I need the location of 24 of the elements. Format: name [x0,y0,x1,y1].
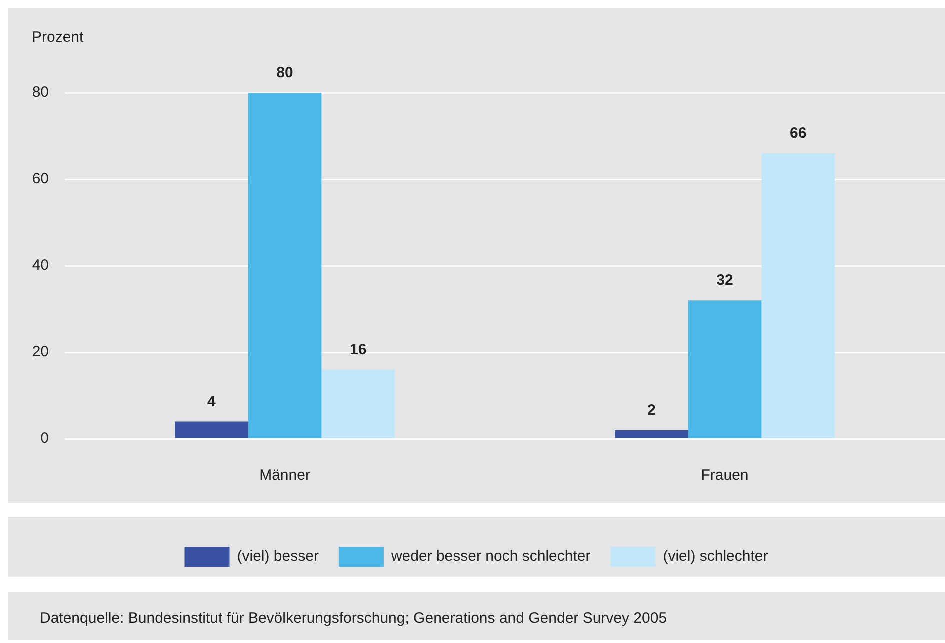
bar [175,422,248,438]
y-tick-label: 80 [32,84,49,102]
bar [762,154,835,438]
data-label: 4 [207,393,216,410]
data-label: 66 [790,125,807,142]
x-tick-label: Frauen [701,467,749,484]
y-tick-label: 60 [32,170,49,188]
y-tick-label: 0 [40,430,49,448]
data-label: 32 [716,272,734,290]
y-tick-label: 20 [32,344,49,361]
bar [322,370,395,438]
legend-label: weder besser noch schlechter [390,548,591,566]
data-label: 16 [350,341,367,358]
data-label: 80 [276,64,294,82]
x-tick-label: Männer [260,467,310,484]
y-axis-title: Prozent [32,29,85,46]
text: Datenquelle: Bundesinstitut für Bevölkerungsforschung; Generations and Gender Survey 2005 [40,610,668,628]
bar [688,300,762,438]
bar [615,430,688,438]
data-label: 2 [647,402,656,419]
bar [248,93,322,438]
legend-label: (viel) besser [237,548,319,566]
legend-label: (viel) schlechter [663,548,768,566]
y-tick-label: 40 [32,257,49,274]
